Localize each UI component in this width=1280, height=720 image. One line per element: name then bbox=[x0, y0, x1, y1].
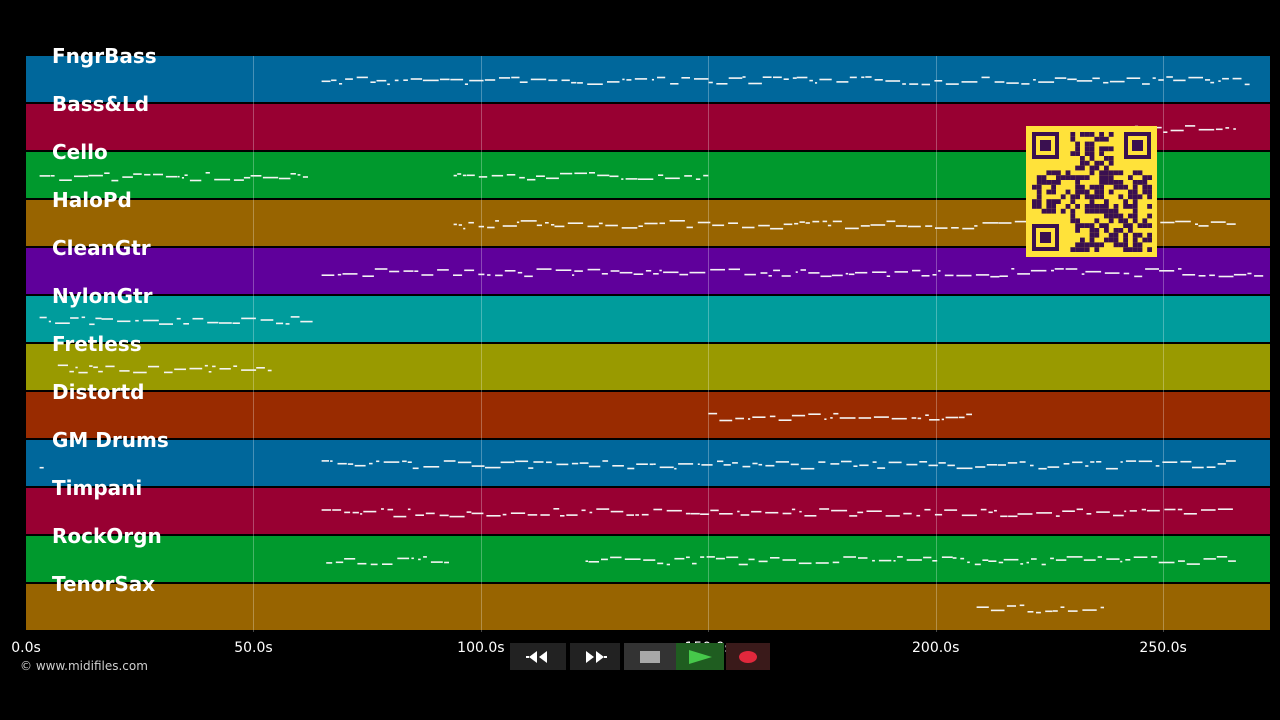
track-label: Timpani bbox=[52, 476, 143, 500]
fast-forward-button[interactable] bbox=[570, 643, 620, 670]
tick-label: 250.0s bbox=[1139, 640, 1187, 656]
qr-code-graphic bbox=[1032, 132, 1152, 252]
track-label: Distortd bbox=[52, 380, 145, 404]
fast-forward-icon bbox=[586, 650, 607, 663]
rewind-icon bbox=[526, 650, 547, 663]
track-lane bbox=[26, 584, 1270, 630]
stop-button[interactable] bbox=[624, 643, 676, 670]
rewind-button[interactable] bbox=[510, 643, 566, 670]
track-label: Bass&Ld bbox=[52, 92, 150, 116]
track-label: TenorSax bbox=[52, 572, 156, 596]
play-icon bbox=[689, 649, 712, 664]
track-label: RockOrgn bbox=[52, 524, 162, 548]
record-icon bbox=[739, 650, 757, 663]
track-label: GM Drums bbox=[52, 428, 169, 452]
track-lane bbox=[26, 536, 1270, 582]
track-lane bbox=[26, 56, 1270, 102]
track-lane bbox=[26, 392, 1270, 438]
stop-icon bbox=[640, 650, 660, 663]
track-lane bbox=[26, 488, 1270, 534]
tick-label: 50.0s bbox=[234, 640, 273, 656]
gridline bbox=[708, 56, 710, 632]
transport-controls bbox=[510, 643, 770, 670]
track-label: CleanGtr bbox=[52, 236, 151, 260]
tick-label: 200.0s bbox=[912, 640, 960, 656]
tick-label: 100.0s bbox=[457, 640, 505, 656]
track-label: Cello bbox=[52, 140, 108, 164]
track-lane bbox=[26, 440, 1270, 486]
play-button[interactable] bbox=[676, 643, 724, 670]
track-label: HaloPd bbox=[52, 188, 132, 212]
copyright-text: © www.midifiles.com bbox=[20, 659, 148, 673]
track-label: FngrBass bbox=[52, 44, 157, 68]
gridline bbox=[480, 56, 482, 632]
gridline bbox=[935, 56, 937, 632]
record-button[interactable] bbox=[726, 643, 770, 670]
track-lane bbox=[26, 344, 1270, 390]
track-lane bbox=[26, 296, 1270, 342]
gridline bbox=[1163, 56, 1165, 632]
track-label: NylonGtr bbox=[52, 284, 153, 308]
qr-code-icon[interactable] bbox=[1026, 126, 1157, 257]
gridline bbox=[253, 56, 255, 632]
track-label: Fretless bbox=[52, 332, 142, 356]
tick-label: 0.0s bbox=[11, 640, 41, 656]
